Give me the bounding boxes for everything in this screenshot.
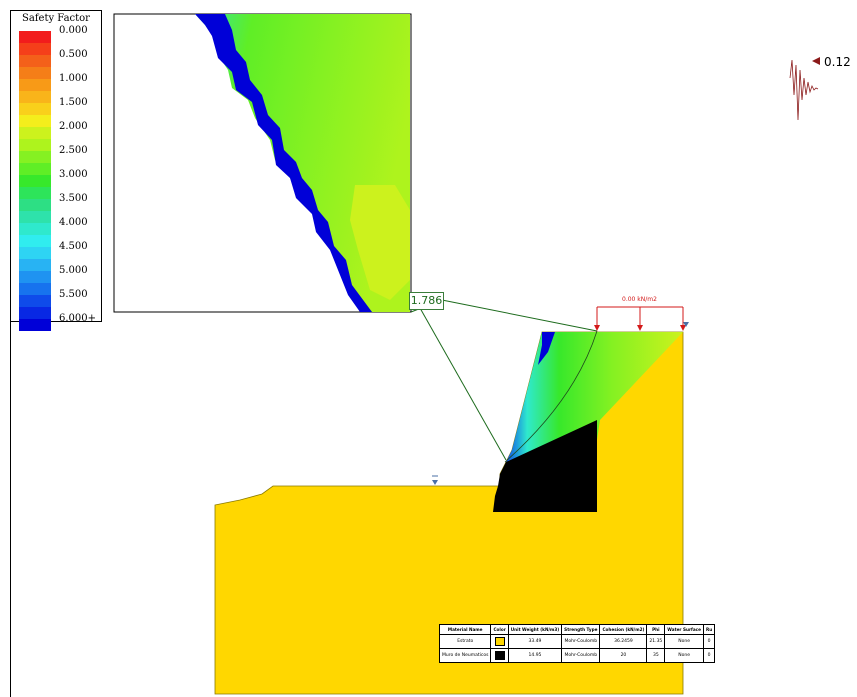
legend-value-label: 6.000+ [59, 313, 97, 324]
fan-blue-edge [538, 332, 555, 365]
legend-value-label: 0.000 [59, 25, 88, 36]
table-cell: Estrato [438, 634, 492, 649]
legend-color-swatch [19, 127, 51, 139]
table-header-cell: Color [490, 624, 509, 635]
table-cell: 36.2459 [599, 634, 648, 649]
legend-color-swatch [19, 307, 51, 319]
legend-color-swatch [19, 259, 51, 271]
legend-color-swatch [19, 31, 51, 43]
table-cell: 0 [702, 634, 716, 649]
material-color-swatch [494, 651, 505, 660]
table-cell: Mohr-Coulomb [561, 634, 601, 649]
zoom-inset [113, 13, 412, 313]
distributed-load [594, 306, 686, 331]
legend-color-swatch [19, 151, 51, 163]
connector-line [419, 307, 507, 461]
legend-color-swatch [19, 115, 51, 127]
legend-value-label: 0.500 [59, 49, 88, 60]
table-cell: Muro de Neumaticos [438, 648, 492, 663]
legend-color-swatch [19, 319, 51, 331]
legend-value-label: 4.000 [59, 217, 88, 228]
legend-value-label: 5.500 [59, 289, 88, 300]
legend-color-swatch [19, 103, 51, 115]
legend-value-label: 3.500 [59, 193, 88, 204]
legend-color-swatch [19, 43, 51, 55]
legend-value-label: 1.000 [59, 73, 88, 84]
table-cell: None [664, 648, 704, 663]
factor-of-safety-label: 1.786 [409, 292, 444, 310]
seismic-load-icon [789, 57, 820, 121]
legend-title: Safety Factor [22, 13, 90, 24]
legend-color-swatch [19, 55, 51, 67]
legend-color-swatch [19, 91, 51, 103]
material-color-swatch [494, 637, 505, 646]
legend-divider [10, 322, 11, 697]
legend-color-swatch [19, 271, 51, 283]
legend-color-swatch [19, 67, 51, 79]
legend-color-swatch [19, 247, 51, 259]
table-cell: None [664, 634, 704, 649]
table-cell-color [490, 634, 509, 649]
legend-color-swatch [19, 283, 51, 295]
table-row: Muro de Neumaticos 14.95 Mohr-Coulomb 20 35 N… [438, 648, 716, 663]
table-cell: 0 [702, 648, 716, 663]
legend-color-swatch [19, 211, 51, 223]
table-cell: 35 [646, 648, 666, 663]
legend-color-swatch [19, 235, 51, 247]
distributed-load-label: 0.00 kN/m2 [622, 296, 657, 303]
table-header-cell: Phi [646, 624, 666, 635]
table-row: Estrato 33.49 Mohr-Coulomb 36.2459 21.35 None… [438, 634, 716, 649]
legend-value-label: 2.000 [59, 121, 88, 132]
table-cell: 21.35 [646, 634, 666, 649]
critical-slip-circle [504, 330, 598, 463]
table-cell: 14.95 [507, 648, 563, 663]
table-cell: 20 [599, 648, 648, 663]
legend-color-swatch [19, 139, 51, 151]
table-cell: Mohr-Coulomb [561, 648, 601, 663]
legend-value-label: 5.000 [59, 265, 88, 276]
table-header-cell: Cohesion (kN/m2) [599, 624, 648, 635]
safety-factor-legend: Safety Factor 0.000 0.500 1.000 1.500 2.000 2… [10, 10, 102, 331]
legend-value-label: 1.500 [59, 97, 88, 108]
legend-value-label: 3.000 [59, 169, 88, 180]
legend-value-label: 4.500 [59, 241, 88, 252]
legend-color-swatch [19, 223, 51, 235]
table-cell-color [490, 648, 509, 663]
legend-color-swatch [19, 295, 51, 307]
table-header-cell: Ru [702, 624, 716, 635]
tire-wall [493, 420, 597, 512]
slip-surface-fan [506, 332, 683, 462]
table-header-cell: Strength Type [561, 624, 601, 635]
zoom-blue-edge [195, 14, 372, 312]
table-header-cell: Unit Weight (kN/m3) [507, 624, 563, 635]
legend-color-swatch [19, 163, 51, 175]
table-header-cell: Water Surface [664, 624, 704, 635]
table-header-cell: Material Name [438, 624, 492, 635]
water-marker-icon [432, 475, 438, 485]
table-cell: 33.49 [507, 634, 563, 649]
zoom-yellow-zone [350, 185, 410, 300]
water-marker-icon [683, 322, 689, 327]
legend-color-swatch [19, 187, 51, 199]
connector-line [441, 299, 598, 332]
legend-value-label: 2.500 [59, 145, 88, 156]
legend-color-swatch [19, 199, 51, 211]
material-table: Material Name Color Unit Weight (kN/m3) Str… [438, 624, 716, 663]
seismic-coefficient-label: 0.12 [824, 55, 851, 69]
legend-color-swatch [19, 175, 51, 187]
legend-color-swatch [19, 79, 51, 91]
